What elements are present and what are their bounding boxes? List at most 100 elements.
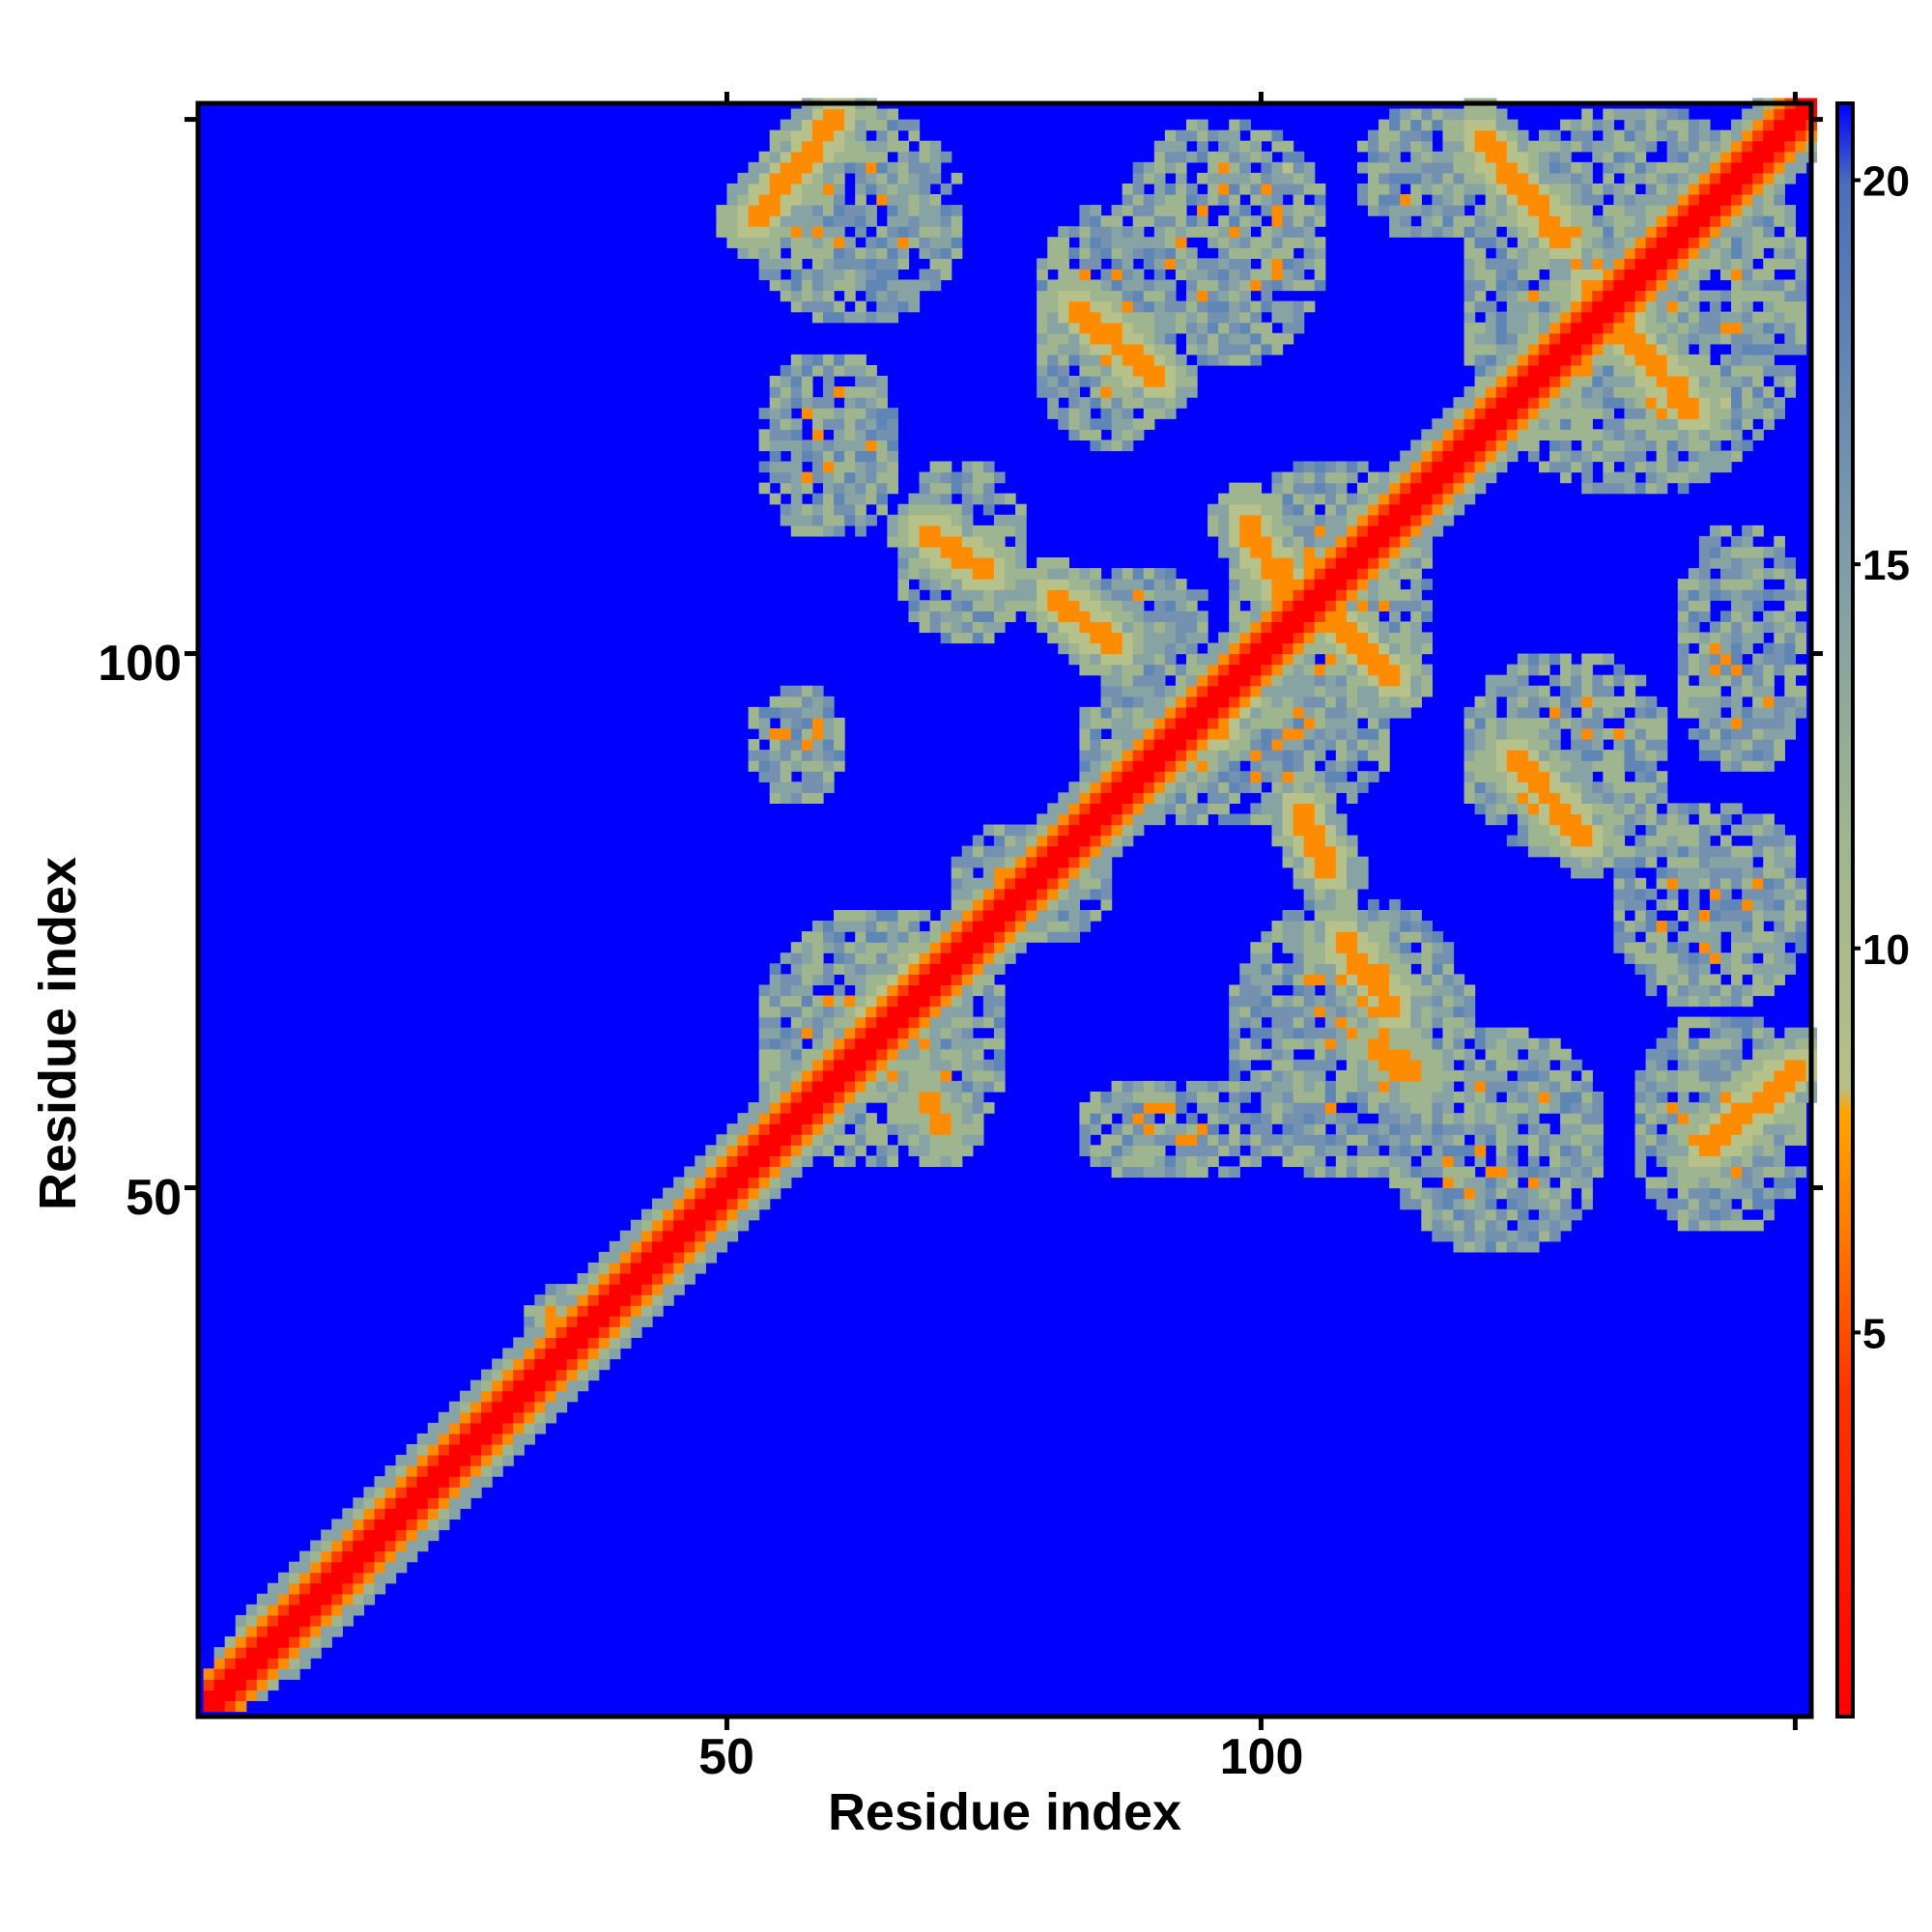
heatmap-cell — [1153, 664, 1166, 676]
heatmap-cell — [1538, 129, 1550, 142]
heatmap-cell — [951, 226, 963, 238]
heatmap-cell — [416, 1443, 429, 1456]
heatmap-cell — [940, 482, 952, 495]
heatmap-cell — [663, 1219, 674, 1232]
heatmap-cell — [609, 1305, 621, 1317]
heatmap-cell — [1143, 1166, 1155, 1179]
heatmap-cell — [1368, 1016, 1379, 1029]
heatmap-cell — [310, 1550, 322, 1563]
heatmap-cell — [1400, 140, 1411, 153]
heatmap-cell — [1218, 226, 1230, 238]
heatmap-cell — [256, 1636, 269, 1648]
heatmap-cell — [780, 685, 792, 697]
heatmap-cell — [1143, 739, 1155, 751]
heatmap-cell — [1506, 1092, 1519, 1103]
heatmap-cell — [395, 1465, 408, 1477]
heatmap-cell — [855, 984, 867, 997]
heatmap-cell — [1506, 343, 1519, 355]
heatmap-cell — [1506, 1102, 1519, 1114]
heatmap-cell — [684, 1251, 696, 1264]
heatmap-cell — [1335, 664, 1348, 676]
heatmap-cell — [1122, 589, 1134, 601]
heatmap-cell — [321, 1529, 332, 1542]
heatmap-cell — [1442, 461, 1455, 473]
heatmap-cell — [758, 1027, 771, 1039]
heatmap-cell — [1474, 1102, 1487, 1114]
heatmap-cell — [1485, 397, 1497, 409]
heatmap-cell — [1463, 354, 1476, 366]
heatmap-cell — [224, 1679, 237, 1690]
heatmap-cell — [961, 867, 974, 879]
heatmap-cell — [1229, 482, 1240, 495]
heatmap-cell — [1208, 525, 1219, 537]
heatmap-cell — [972, 482, 984, 495]
heatmap-cell — [855, 461, 867, 473]
heatmap-cell — [822, 1134, 835, 1146]
heatmap-cell — [331, 1582, 343, 1595]
heatmap-cell — [1250, 963, 1263, 975]
heatmap-cell — [1229, 172, 1240, 185]
heatmap-cell — [299, 1636, 311, 1648]
heatmap-cell — [1005, 600, 1016, 611]
heatmap-cell — [1527, 664, 1540, 676]
heatmap-cell — [1389, 995, 1401, 1008]
heatmap-cell — [1549, 376, 1561, 387]
heatmap-cell — [1324, 471, 1337, 484]
heatmap-cell — [289, 1658, 300, 1669]
heatmap-cell — [1442, 1069, 1455, 1082]
heatmap-cell — [1410, 1123, 1422, 1135]
heatmap-cell — [1122, 311, 1134, 324]
heatmap-cell — [769, 172, 781, 185]
heatmap-cell — [1122, 194, 1134, 206]
heatmap-cell — [1560, 792, 1572, 804]
heatmap-cell — [951, 1123, 963, 1135]
heatmap-cell — [1271, 343, 1284, 355]
heatmap-cell — [801, 1069, 813, 1082]
heatmap-cell — [1090, 343, 1102, 355]
heatmap-cell — [1453, 418, 1465, 430]
heatmap-cell — [1378, 1134, 1390, 1146]
heatmap-cell — [1229, 1048, 1240, 1061]
heatmap-cell — [1527, 258, 1540, 270]
heatmap-cell — [1015, 589, 1027, 601]
heatmap-cell — [780, 183, 792, 195]
heatmap-cell — [1560, 781, 1572, 793]
heatmap-cell — [353, 1497, 365, 1509]
heatmap-cell — [1506, 269, 1519, 281]
heatmap-cell — [1026, 877, 1037, 890]
heatmap-cell — [1229, 685, 1240, 697]
heatmap-cell — [1229, 1166, 1240, 1179]
heatmap-cell — [866, 921, 877, 932]
heatmap-cell — [1153, 354, 1166, 366]
heatmap-cell — [1229, 258, 1240, 270]
heatmap-cell — [1368, 514, 1379, 526]
heatmap-cell — [1164, 226, 1177, 238]
heatmap-cell — [1218, 140, 1230, 153]
heatmap-cell — [1368, 183, 1379, 195]
heatmap-cell — [940, 471, 952, 484]
heatmap-cell — [780, 1134, 792, 1146]
heatmap-cell — [834, 161, 845, 174]
heatmap-cell — [940, 621, 952, 634]
heatmap-cell — [1335, 1037, 1348, 1050]
heatmap-cell — [1335, 910, 1348, 922]
heatmap-cell — [737, 247, 750, 259]
heatmap-cell — [811, 995, 824, 1008]
heatmap-cell — [684, 1262, 696, 1274]
heatmap-cell — [1314, 1102, 1326, 1114]
heatmap-cell — [1560, 1166, 1572, 1179]
heatmap-cell — [1261, 247, 1273, 259]
heatmap-cell — [1538, 279, 1550, 292]
heatmap-cell — [1442, 108, 1455, 121]
heatmap-cell — [1571, 781, 1582, 793]
heatmap-cell — [1229, 161, 1240, 174]
heatmap-cell — [801, 140, 813, 153]
heatmap-cell — [1143, 568, 1155, 580]
heatmap-cell — [1261, 771, 1273, 782]
heatmap-cell — [1421, 1219, 1433, 1232]
heatmap-cell — [566, 1284, 579, 1295]
heatmap-cell — [1527, 151, 1540, 163]
heatmap-cell — [1197, 129, 1208, 142]
heatmap-cell — [1047, 910, 1059, 922]
heatmap-cell — [1293, 322, 1305, 334]
